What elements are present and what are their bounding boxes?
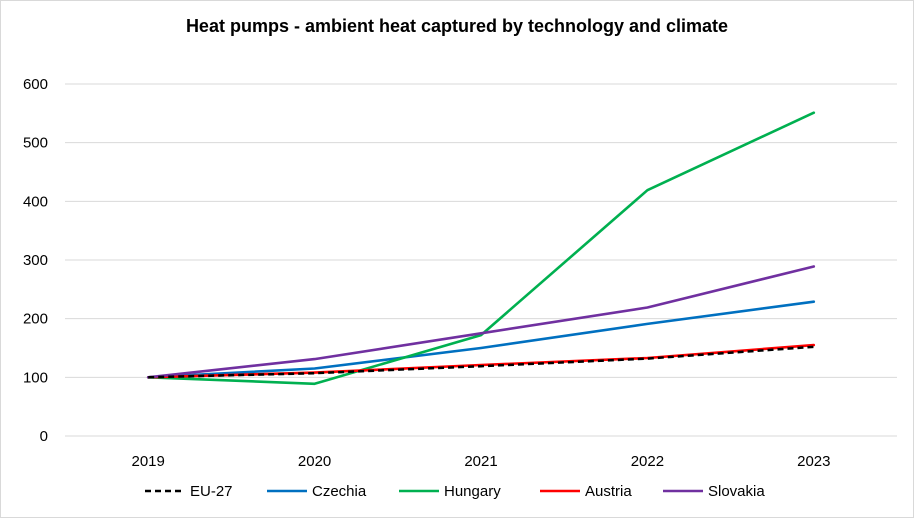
y-tick-label-400: 400 bbox=[23, 193, 48, 210]
x-tick-label-2020: 2020 bbox=[298, 453, 331, 470]
y-tick-label-200: 200 bbox=[23, 311, 48, 328]
legend-label-slovakia: Slovakia bbox=[708, 483, 765, 500]
legend: EU-27 Czechia Hungary Austria Slovakia bbox=[145, 483, 765, 500]
series-line-czechia bbox=[146, 300, 816, 379]
x-tick-label-2023: 2023 bbox=[797, 453, 830, 470]
series-lines bbox=[146, 111, 816, 386]
legend-label-hungary: Hungary bbox=[444, 483, 501, 500]
legend-label-austria: Austria bbox=[585, 483, 632, 500]
gridlines bbox=[65, 83, 897, 437]
series-line-slovakia bbox=[146, 265, 816, 379]
y-tick-label-500: 500 bbox=[23, 135, 48, 152]
series-line-eu-27 bbox=[148, 345, 814, 379]
legend-label-czechia: Czechia bbox=[312, 483, 367, 500]
x-tick-label-2021: 2021 bbox=[464, 453, 497, 470]
y-tick-label-300: 300 bbox=[23, 252, 48, 269]
legend-label-eu-27: EU-27 bbox=[190, 483, 233, 500]
series-line-hungary bbox=[146, 111, 816, 386]
y-axis: 0 100 200 300 400 500 600 bbox=[23, 76, 48, 445]
y-tick-label-0: 0 bbox=[40, 428, 48, 445]
y-tick-label-600: 600 bbox=[23, 76, 48, 93]
x-tick-label-2022: 2022 bbox=[631, 453, 664, 470]
y-tick-label-100: 100 bbox=[23, 369, 48, 386]
x-axis: 2019 2020 2021 2022 2023 bbox=[65, 435, 897, 470]
chart-title: Heat pumps - ambient heat captured by te… bbox=[185, 16, 729, 36]
x-tick-label-2019: 2019 bbox=[132, 453, 165, 470]
